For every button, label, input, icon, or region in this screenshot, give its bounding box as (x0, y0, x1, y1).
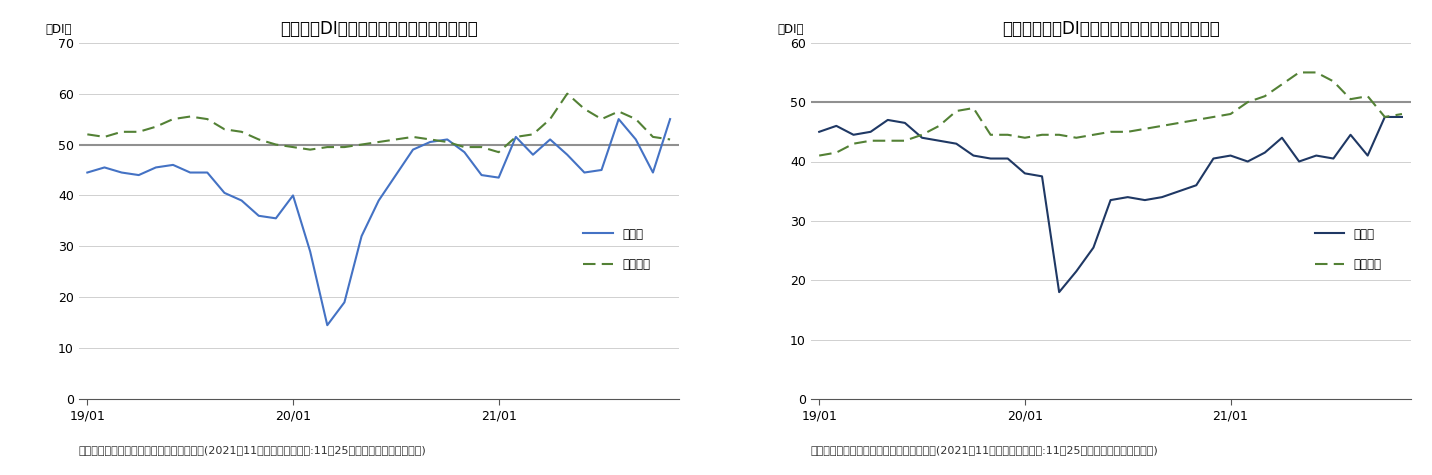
Title: 現状水準判断DI（企業動向関連）の内訳の推移: 現状水準判断DI（企業動向関連）の内訳の推移 (1002, 20, 1220, 38)
Text: （DI）: （DI） (46, 23, 72, 36)
Text: （出所）内閣府「景気ウォッチャー調査」(2021年11月調査、調査期間:11月25日から月末、季節調整値): （出所）内閣府「景気ウォッチャー調査」(2021年11月調査、調査期間:11月2… (811, 446, 1158, 456)
Text: （DI）: （DI） (778, 23, 805, 36)
Legend: 製造業, 非製造業: 製造業, 非製造業 (1310, 223, 1386, 276)
Legend: 製造業, 非製造業: 製造業, 非製造業 (579, 223, 654, 276)
Text: （出所）内閣府「景気ウォッチャー調査」(2021年11月調査、調査期間:11月25日から月末、季節調整値): （出所）内閣府「景気ウォッチャー調査」(2021年11月調査、調査期間:11月2… (79, 446, 427, 456)
Title: 現状判断DI（企業動向関連）の内訳の推移: 現状判断DI（企業動向関連）の内訳の推移 (279, 20, 478, 38)
